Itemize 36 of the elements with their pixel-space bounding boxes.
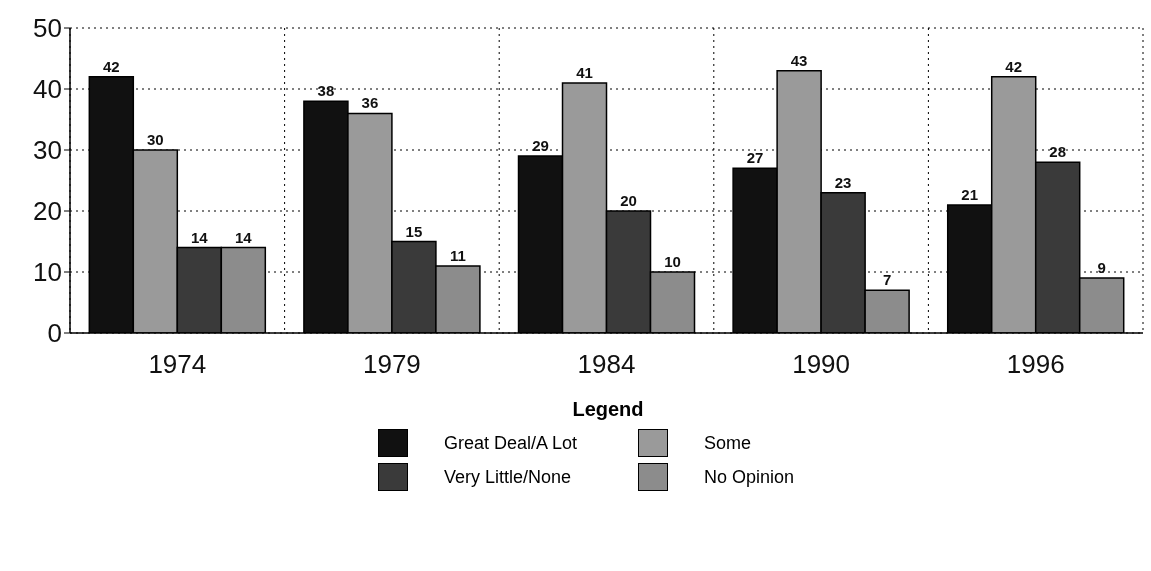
data-label: 9	[1097, 259, 1106, 277]
x-tick-label: 1990	[792, 349, 851, 380]
data-label: 42	[1005, 57, 1023, 75]
data-label: 11	[449, 246, 466, 264]
data-label: 30	[146, 131, 164, 148]
y-tick-label: 30	[33, 135, 62, 166]
y-tick-label: 40	[33, 74, 62, 105]
data-label: 28	[1049, 143, 1067, 161]
data-label: 41	[576, 63, 593, 81]
data-label: 7	[882, 271, 892, 289]
x-tick-label: 1979	[362, 349, 421, 380]
y-tick-label: 50	[33, 13, 62, 44]
data-label: 38	[317, 82, 335, 100]
y-tick-label: 0	[47, 318, 62, 349]
data-label: 20	[620, 192, 637, 209]
x-tick-label: 1974	[148, 349, 207, 380]
legend-label: No Opinion	[704, 466, 795, 488]
x-tick-label: 1984	[577, 349, 636, 380]
data-label: 27	[746, 149, 764, 167]
y-tick-label: 20	[33, 196, 62, 227]
x-tick-label: 1996	[1006, 349, 1065, 380]
legend-label: Very Little/None	[444, 466, 572, 488]
data-label: 10	[664, 253, 681, 270]
data-label: 21	[961, 185, 979, 203]
data-label: 15	[405, 222, 423, 240]
data-label: 14	[234, 228, 253, 246]
data-label: 36	[361, 94, 379, 112]
data-label: 42	[102, 57, 120, 75]
data-label: 14	[190, 228, 209, 246]
legend-title: Legend	[572, 398, 644, 421]
y-tick-label: 10	[33, 257, 62, 288]
data-label: 23	[834, 173, 852, 191]
legend-label: Great Deal/A Lot	[444, 432, 578, 454]
data-label: 29	[532, 137, 549, 155]
legend-label: Some	[704, 432, 752, 454]
data-label: 43	[790, 51, 808, 69]
